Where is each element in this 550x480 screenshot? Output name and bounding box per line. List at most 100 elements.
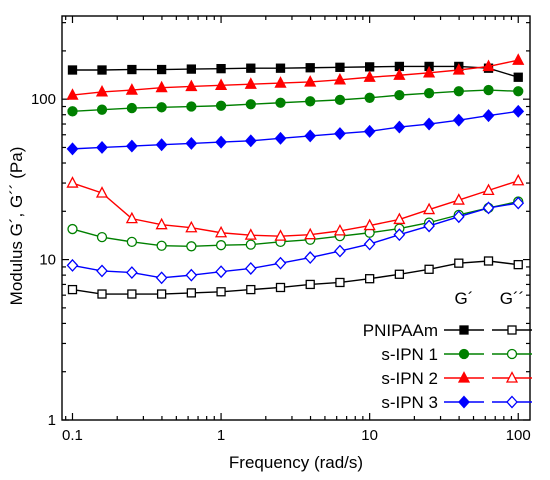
plot-frame bbox=[61, 15, 531, 421]
data-point bbox=[452, 63, 465, 75]
data-point bbox=[244, 262, 257, 275]
data-point bbox=[245, 99, 256, 110]
data-point bbox=[393, 228, 406, 242]
data-point bbox=[155, 271, 168, 285]
series-line bbox=[72, 260, 519, 295]
data-point bbox=[304, 129, 317, 143]
data-point bbox=[127, 289, 137, 299]
legend-entry: PNIPAAm bbox=[363, 321, 532, 340]
data-point bbox=[215, 240, 227, 251]
y-tick-label: 10 bbox=[39, 252, 56, 269]
y-axis-label: Modulus G´, G´´ (Pa) bbox=[7, 147, 26, 306]
legend-marker-gprime bbox=[458, 348, 470, 360]
data-point bbox=[483, 256, 494, 266]
legend-marker-gprime bbox=[458, 395, 470, 409]
data-point bbox=[304, 75, 317, 87]
data-point bbox=[363, 70, 376, 82]
data-point bbox=[482, 201, 495, 215]
data-point bbox=[244, 77, 257, 89]
series-line bbox=[72, 202, 519, 279]
data-point bbox=[215, 135, 227, 149]
data-point bbox=[512, 173, 525, 186]
data-point bbox=[454, 258, 464, 268]
data-point bbox=[96, 140, 108, 154]
series-layer bbox=[66, 53, 525, 299]
data-point bbox=[513, 72, 523, 82]
data-point bbox=[423, 219, 435, 233]
data-point bbox=[363, 237, 376, 251]
data-point bbox=[482, 59, 495, 72]
data-point bbox=[334, 244, 346, 258]
data-point bbox=[96, 264, 108, 278]
data-point bbox=[156, 64, 167, 75]
y-tick-label: 1 bbox=[48, 412, 56, 429]
data-point bbox=[96, 231, 108, 243]
data-point bbox=[274, 256, 287, 270]
data-point bbox=[335, 62, 345, 72]
data-point bbox=[482, 109, 495, 123]
data-point bbox=[126, 236, 138, 247]
legend-header-gdoubleprime: G´´ bbox=[500, 289, 525, 308]
data-point bbox=[363, 124, 376, 138]
data-point bbox=[96, 104, 108, 115]
data-point bbox=[95, 186, 109, 198]
data-point bbox=[185, 79, 198, 92]
data-point bbox=[394, 269, 405, 279]
data-point bbox=[186, 288, 197, 298]
series-line bbox=[72, 180, 519, 237]
s-ipn-3-gdoubleprime-series bbox=[66, 196, 525, 285]
data-point bbox=[513, 259, 523, 270]
data-point bbox=[66, 258, 79, 272]
s-ipn-1-gdoubleprime-series bbox=[67, 196, 524, 252]
data-point bbox=[393, 120, 406, 134]
data-point bbox=[125, 266, 138, 280]
data-point bbox=[274, 76, 287, 88]
data-point bbox=[452, 113, 465, 127]
data-point bbox=[246, 284, 256, 295]
data-point bbox=[216, 287, 226, 297]
x-tick-label: 0.1 bbox=[62, 427, 83, 444]
pnipaam-gprime-series bbox=[67, 61, 523, 82]
data-point bbox=[423, 88, 435, 99]
data-point bbox=[333, 72, 347, 85]
data-point bbox=[452, 210, 465, 224]
data-point bbox=[244, 228, 257, 240]
legend-marker-gdoubleprime bbox=[506, 348, 518, 360]
data-point bbox=[214, 78, 228, 90]
axes-layer: 0.1 1 10 100 1 10 100 bbox=[31, 15, 531, 444]
x-axis-label: Frequency (rad/s) bbox=[229, 453, 363, 472]
data-point bbox=[365, 62, 375, 72]
data-point bbox=[156, 102, 167, 113]
data-point bbox=[335, 277, 345, 288]
legend-marker-gprime bbox=[459, 325, 469, 335]
data-point bbox=[304, 251, 317, 264]
data-point bbox=[365, 274, 375, 284]
data-point bbox=[186, 101, 197, 112]
legend-entry: s-IPN 2 bbox=[381, 369, 532, 388]
data-point bbox=[185, 220, 198, 233]
legend-label: s-IPN 3 bbox=[381, 393, 438, 412]
data-point bbox=[424, 264, 434, 274]
data-point bbox=[127, 64, 137, 75]
data-point bbox=[334, 94, 346, 106]
series-line bbox=[72, 89, 519, 113]
x-tick-label: 10 bbox=[361, 427, 378, 444]
data-point bbox=[186, 241, 197, 252]
data-point bbox=[512, 104, 525, 118]
data-point bbox=[214, 225, 228, 238]
data-point bbox=[67, 284, 78, 295]
data-point bbox=[185, 136, 198, 150]
data-point bbox=[66, 88, 79, 100]
data-point bbox=[393, 212, 406, 225]
data-point bbox=[334, 127, 346, 141]
data-point bbox=[333, 223, 347, 236]
legend: G´ G´´ PNIPAAm s-IPN 1 s-IPN 2 s-IPN 3 bbox=[363, 289, 532, 412]
data-point bbox=[186, 64, 197, 74]
data-point bbox=[305, 63, 315, 73]
data-point bbox=[126, 102, 138, 114]
data-point bbox=[155, 217, 168, 230]
data-point bbox=[67, 106, 78, 117]
legend-entry: s-IPN 3 bbox=[381, 393, 532, 412]
data-point bbox=[245, 239, 256, 250]
